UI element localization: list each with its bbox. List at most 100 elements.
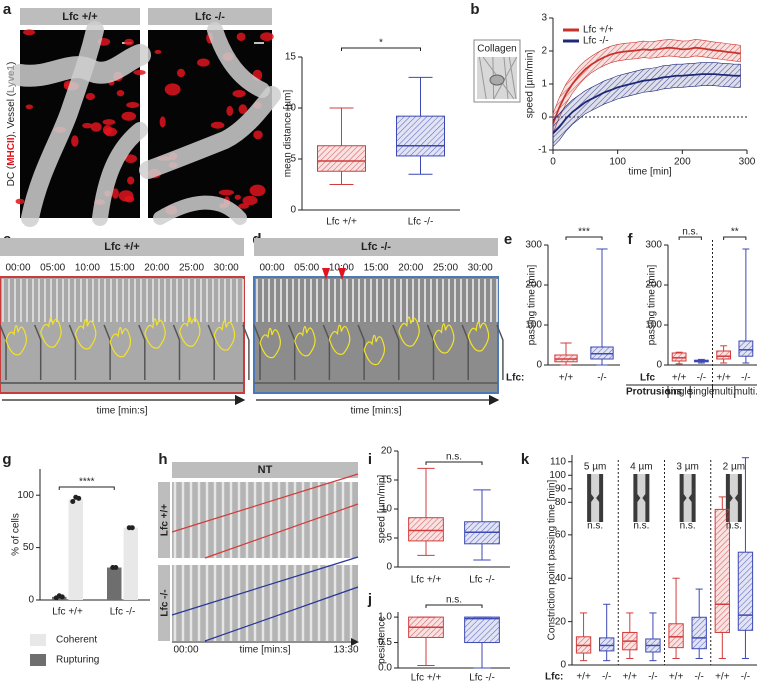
y-tick-label: 1.0 [378,612,392,623]
cell-blob [226,105,234,117]
y-tick-label: 1 [541,79,547,90]
x-tick-label: Lfc -/- [110,607,136,618]
cell-blob [159,116,166,128]
header-box [0,238,244,256]
x-tick-label: -/- [741,373,750,384]
y-tick-label: 90 [555,483,567,494]
box [737,551,754,631]
y-tick-label: 20 [381,446,393,457]
inset-channel [591,474,600,522]
significance: *** [578,227,590,238]
box [599,637,615,652]
side-label-part: ) [6,62,17,65]
box [738,340,754,357]
cell-blob [118,190,134,202]
cell-blob [82,122,93,129]
chamber-wall [68,324,77,380]
x-tick-label: -/- [694,672,703,683]
cell-blob [124,38,134,46]
chamber-wall [34,324,42,380]
header-box [20,8,140,25]
cell-outline [178,316,201,347]
legend-label: Lfc +/+ [583,25,614,36]
y-tick-label: 100 [645,320,662,331]
y-axis-label: passing time [min] [527,264,538,345]
significance: ** [731,227,739,238]
y-tick-label: 0 [656,360,662,371]
box [464,616,500,644]
sig-bracket [723,236,747,240]
bar [107,567,122,600]
axis-label: time [min:s] [350,406,401,417]
significance: n.s. [726,521,742,532]
chamber-wall [357,324,365,380]
y-tick-label: 15 [381,475,393,486]
cell-outline [398,316,420,347]
cell-blob [260,32,274,42]
y-tick-label: 20 [555,616,567,627]
cell-blob [126,101,140,109]
box [714,508,730,633]
cell-blob [218,189,235,196]
panel-letter: a [3,1,12,18]
y-tick-label: 15 [285,52,297,63]
y-axis-label: passing time [min] [647,264,658,345]
y-tick-label: 200 [645,280,662,291]
group-label: Lfc [640,373,655,384]
cell-outline [294,326,316,357]
arrowhead-marker [322,268,346,280]
cell-blob [127,176,135,185]
x-tick-label: 0 [550,157,556,168]
cell-outline [213,320,236,351]
x-tick-label: 100 [609,157,626,168]
row-value: multi. [734,387,758,398]
significance: * [379,38,383,49]
box [396,115,445,157]
y-axis-label: speed [µm/min] [525,50,536,119]
time-label: 15:00 [110,263,135,274]
time-label: 13:30 [333,645,358,656]
sig-bracket [58,486,115,490]
cell-blob [85,92,96,101]
cell-blob [238,203,250,209]
legend-swatch [30,654,46,666]
sig-bracket [341,47,421,51]
x-tick-label: 300 [739,157,756,168]
header-box [172,462,358,478]
cell-outline [5,325,27,356]
time-label: 30:00 [214,263,239,274]
sig-bracket [565,236,603,240]
chamber-wall [392,324,400,380]
header: Lfc +/+ [104,241,139,253]
track [171,556,359,616]
data-point [113,565,119,571]
panel-letter: h [158,451,167,468]
y-tick-label: 300 [525,240,542,251]
x-tick-label: -/- [697,373,706,384]
y-tick-label: 3 [541,13,547,24]
y-axis-label: Constriction point passing time [min] [547,479,558,640]
x-tick-label: Lfc -/- [469,673,495,684]
y-tick-label: 2 [541,46,547,57]
x-tick-label: Lfc +/+ [411,575,442,586]
x-tick-label: -/- [602,672,611,683]
y-tick-label: 200 [525,280,542,291]
row-value: single [688,387,715,398]
y-tick-label: 100 [525,320,542,331]
chamber-wall [253,324,261,380]
chamber-wall [103,324,111,380]
time-label: 10:00 [75,263,100,274]
y-tick-label: 300 [645,240,662,251]
header: Lfc -/- [361,241,391,253]
cell-blob [242,195,258,206]
x-tick-label: Lfc +/+ [52,607,83,618]
track [204,503,359,559]
y-tick-label: 110 [550,456,566,467]
legend-label: Coherent [56,635,97,646]
significance: n.s. [682,227,698,238]
icon-fiber [493,56,518,100]
bar [68,499,83,600]
box [691,616,707,650]
y-tick-label: 40 [555,573,567,584]
axis-label: time [min:s] [239,645,290,656]
